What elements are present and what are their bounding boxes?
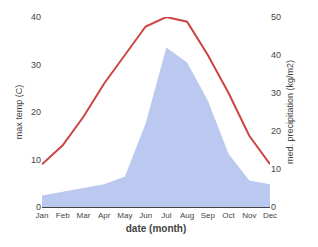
svg-text:max temp (C): max temp (C) <box>14 85 24 140</box>
svg-text:Jan: Jan <box>36 211 49 220</box>
svg-text:40: 40 <box>31 12 41 22</box>
svg-text:50: 50 <box>271 12 281 22</box>
svg-text:Sep: Sep <box>201 211 216 220</box>
svg-text:Dec: Dec <box>263 211 277 220</box>
svg-text:20: 20 <box>271 126 281 136</box>
svg-text:Jun: Jun <box>139 211 152 220</box>
svg-text:date (month): date (month) <box>126 223 187 234</box>
svg-text:10: 10 <box>271 164 281 174</box>
svg-text:10: 10 <box>31 155 41 165</box>
svg-text:40: 40 <box>271 50 281 60</box>
svg-text:30: 30 <box>271 88 281 98</box>
svg-text:30: 30 <box>31 60 41 70</box>
svg-text:Jul: Jul <box>161 211 171 220</box>
svg-text:Apr: Apr <box>98 211 111 220</box>
svg-text:20: 20 <box>31 107 41 117</box>
svg-text:0: 0 <box>271 202 276 212</box>
svg-text:0: 0 <box>36 202 41 212</box>
svg-text:Oct: Oct <box>222 211 235 220</box>
svg-text:May: May <box>117 211 132 220</box>
svg-text:Feb: Feb <box>56 211 70 220</box>
svg-text:med. precipitation (kg/m2): med. precipitation (kg/m2) <box>285 60 295 164</box>
svg-text:Mar: Mar <box>77 211 91 220</box>
svg-text:Aug: Aug <box>180 211 194 220</box>
svg-text:Nov: Nov <box>242 211 256 220</box>
